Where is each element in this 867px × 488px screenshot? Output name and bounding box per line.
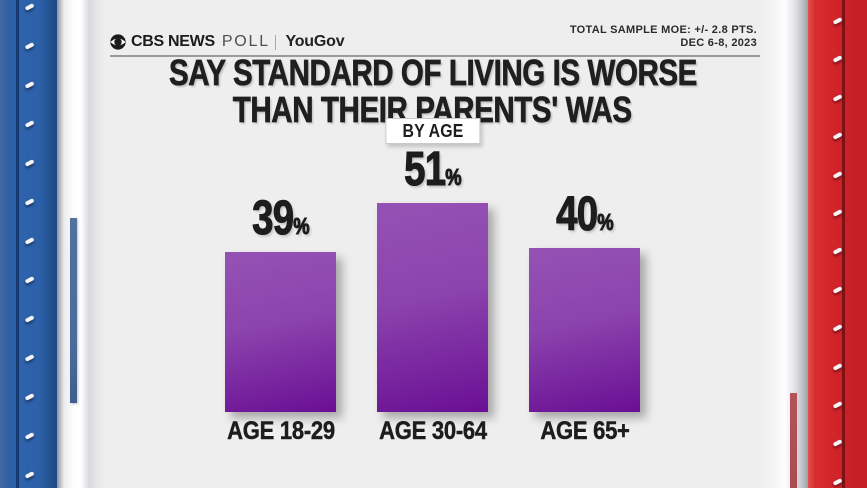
right-spine (808, 0, 867, 488)
stitch-mark (24, 159, 35, 167)
by-age-badge-label: BY AGE (402, 120, 463, 141)
brand-cbs-news: CBS NEWS (131, 33, 215, 50)
page-title-line1: SAY STANDARD OF LIVING IS WORSE (168, 52, 697, 93)
stitch-mark (24, 237, 35, 245)
stitch-mark (24, 42, 35, 50)
bar (529, 248, 640, 412)
right-page-tab (790, 393, 797, 488)
bar-value-label: 51% (403, 145, 462, 199)
right-spine-groove (842, 0, 845, 488)
stitch-mark (24, 81, 35, 89)
bar-group: 39% AGE 18-29 (225, 194, 336, 445)
stitch-mark (832, 363, 843, 371)
left-page-edge (57, 0, 105, 488)
moe-line2: DEC 6-8, 2023 (680, 37, 757, 49)
percent-sign: % (596, 208, 614, 235)
content: CBS NEWS POLL YouGov TOTAL SAMPLE MOE: +… (105, 0, 760, 488)
by-age-badge: BY AGE (384, 118, 481, 144)
header-divider (110, 55, 760, 57)
stitch-mark (832, 401, 843, 409)
stitch-mark (832, 324, 843, 332)
stitch-mark (24, 198, 35, 206)
stitch-mark (832, 55, 843, 63)
stitch-mark (832, 132, 843, 140)
left-page-tab (70, 218, 77, 403)
stitch-mark (832, 171, 843, 179)
right-page-edge (760, 0, 808, 488)
bar-row: 39% AGE 18-29 51% AGE 30-64 40% AGE 65+ (105, 145, 760, 445)
moe-block: TOTAL SAMPLE MOE: +/- 2.8 PTS. DEC 6-8, … (570, 24, 757, 50)
bar (225, 252, 336, 412)
moe-line1: TOTAL SAMPLE MOE: +/- 2.8 PTS. (569, 24, 757, 36)
stitch-mark (832, 17, 843, 25)
percent-sign: % (292, 212, 310, 239)
page-title: SAY STANDARD OF LIVING IS WORSE THAN THE… (105, 52, 760, 132)
left-spine-groove (16, 0, 19, 488)
bar-group: 40% AGE 65+ (529, 190, 640, 445)
stitch-mark (832, 286, 843, 294)
stitch-mark (832, 439, 843, 447)
bar (377, 203, 488, 412)
bar-category-label: AGE 30-64 (378, 417, 487, 446)
bar-value-number: 40 (555, 188, 598, 241)
bar-category-label: AGE 18-29 (226, 417, 335, 446)
stitch-mark (24, 315, 35, 323)
stitch-mark (24, 393, 35, 401)
stitch-mark (832, 247, 843, 255)
brand-poll: POLL (221, 33, 270, 50)
bar-category-label: AGE 65+ (539, 417, 630, 446)
stitch-mark (24, 432, 35, 440)
brand-yougov: YouGov (285, 33, 345, 50)
stitch-mark (832, 94, 843, 102)
bar-value-number: 39 (251, 192, 294, 245)
stitch-mark (24, 276, 35, 284)
stitch-mark (24, 354, 35, 362)
cbs-eye-icon (110, 34, 126, 50)
bar-value-label: 39% (251, 194, 310, 248)
bar-group: 51% AGE 30-64 (377, 145, 488, 445)
stitch-mark (832, 478, 843, 486)
stitch-mark (832, 209, 843, 217)
stitch-mark (24, 471, 35, 479)
percent-sign: % (444, 163, 462, 190)
bar-value-label: 40% (555, 190, 614, 244)
brand-row: CBS NEWS POLL YouGov (110, 33, 345, 51)
stitch-mark (24, 3, 35, 11)
stitch-mark (24, 120, 35, 128)
left-spine (0, 0, 57, 488)
brand-separator-bar (274, 34, 277, 50)
bar-value-number: 51 (403, 143, 446, 196)
